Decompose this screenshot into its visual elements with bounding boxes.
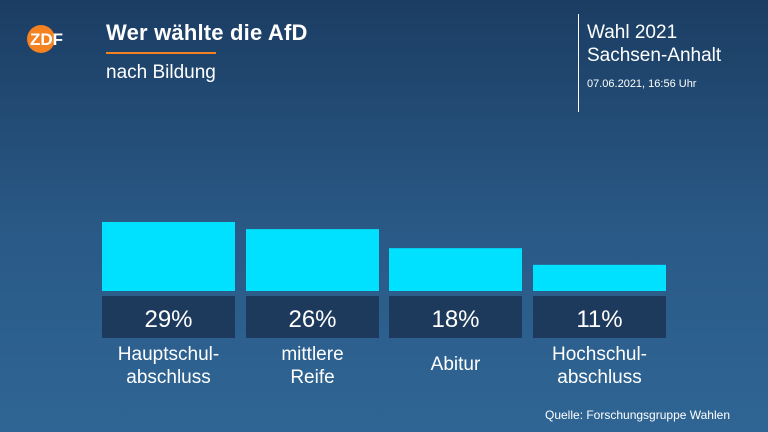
category-label-3-line-0: Hochschul- [552, 344, 647, 365]
bar-2 [389, 248, 522, 291]
value-label-0: 29% [144, 306, 192, 333]
category-label-0-line-0: Hauptschul- [118, 344, 219, 365]
bar-1 [246, 229, 379, 291]
category-label-1-line-1: Reife [290, 367, 334, 388]
zdf-logo: ZDF [27, 25, 63, 53]
value-box-2 [389, 296, 522, 338]
source-note: Quelle: Forschungsgruppe Wahlen [545, 408, 730, 422]
value-label-3: 11% [576, 306, 622, 333]
value-box-0 [102, 296, 235, 338]
title-underline [106, 52, 216, 54]
chart-title: Wer wählte die AfD [106, 20, 308, 45]
timestamp: 07.06.2021, 16:56 Uhr [587, 78, 697, 90]
chart-subtitle: nach Bildung [106, 62, 216, 83]
category-label-3-line-1: abschluss [557, 367, 642, 388]
category-label-1-line-0: mittlere [281, 344, 343, 365]
category-label-2: Abitur [431, 354, 481, 375]
election-region: Sachsen-Anhalt [587, 45, 722, 66]
logo-text: ZDF [30, 30, 63, 49]
bar-0 [102, 221, 235, 291]
value-label-2: 18% [431, 306, 479, 333]
election-name: Wahl 2021 [587, 22, 678, 43]
category-label-0-line-1: abschluss [126, 367, 211, 388]
value-box-3 [533, 296, 666, 338]
header-divider [578, 14, 579, 112]
value-label-1: 26% [288, 306, 336, 333]
value-box-1 [246, 296, 379, 338]
bar-3 [533, 264, 666, 291]
